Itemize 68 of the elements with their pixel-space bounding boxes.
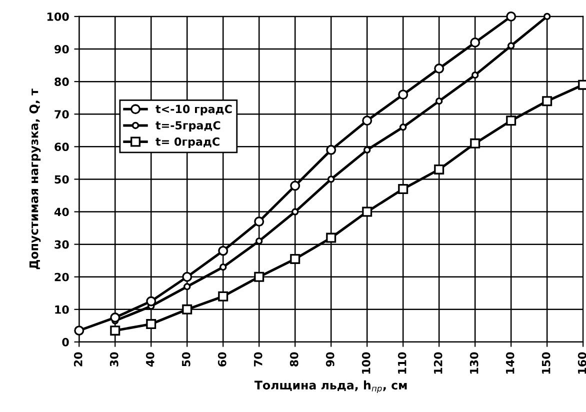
point [218,291,228,302]
point [326,232,336,243]
point [471,71,479,79]
y-tick-label: 100 [47,12,69,21]
y-tick-label: 50 [54,175,69,184]
x-tick-label: 120 [434,352,442,374]
x-tick-label: 160 [578,352,586,374]
point [74,326,84,336]
point [542,96,552,106]
legend-label: t= 0градС [156,137,220,148]
point [110,326,120,336]
x-tick-label: 70 [254,352,262,366]
point [362,116,372,126]
point [506,11,516,22]
point [506,116,516,126]
point [470,138,480,148]
y-axis-title: Допустимая нагрузка, Q, т [29,88,41,270]
point [399,124,407,131]
x-tick-label: 60 [218,352,226,366]
x-tick-label: 50 [182,352,190,366]
y-tick-label: 90 [54,45,69,54]
x-tick-label: 40 [146,352,154,367]
point [182,272,192,282]
point [110,312,120,323]
point [362,206,372,217]
point [507,42,515,50]
point [434,64,444,74]
point [255,237,263,245]
x-tick-label: 100 [362,352,370,374]
x-tick-label: 90 [326,352,334,367]
point [182,304,192,314]
point [327,176,335,183]
x-tick-label: 80 [290,352,298,366]
point [398,90,408,100]
point [146,296,156,306]
point [146,319,156,330]
x-tick-label: 30 [110,352,118,366]
legend-label: t<-10 градС [156,104,232,116]
y-tick-label: 80 [54,78,69,86]
y-tick-label: 40 [54,208,69,216]
y-tick-label: 60 [54,142,69,152]
point [363,146,371,154]
y-tick-label: 30 [54,240,69,249]
x-tick-label: 110 [398,352,406,374]
point [290,180,300,191]
x-axis-title: Толщина льда, h$_{пр}$, см [254,380,407,394]
point [291,208,299,216]
point [183,283,191,290]
y-tick-label: 10 [55,305,69,314]
point [219,263,227,271]
point [434,164,444,174]
x-tick-label: 150 [542,352,550,374]
x-tick-label: 20 [74,352,82,366]
x-tick-label: 130 [470,352,478,374]
y-tick-label: 0 [62,338,69,346]
point [435,97,443,105]
y-tick-label: 20 [54,272,69,282]
point [543,12,551,20]
point [470,38,480,48]
point [254,216,264,227]
point [218,246,228,256]
legend-label: t=-5градС [156,121,220,132]
x-tick-label: 140 [506,352,514,374]
point [254,272,264,282]
point [290,254,300,264]
point [326,144,336,155]
point [398,184,408,194]
y-tick-label: 70 [54,110,69,119]
